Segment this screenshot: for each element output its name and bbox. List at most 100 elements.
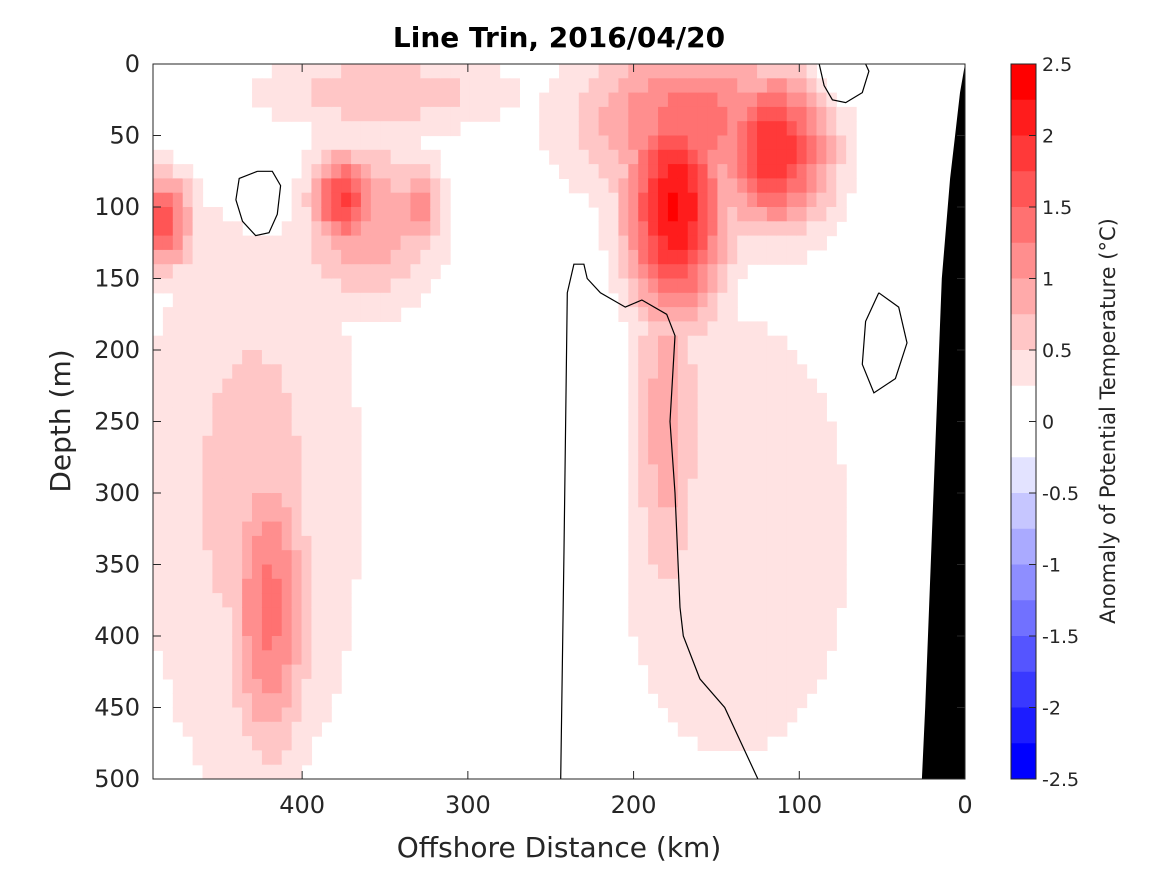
heat-cell — [301, 292, 313, 308]
zero-contour-line — [861, 292, 908, 394]
heat-cell — [301, 636, 313, 651]
heat-cell — [252, 607, 263, 623]
heat-cell — [776, 392, 788, 408]
heat-cell — [568, 178, 580, 194]
heat-cell — [153, 264, 164, 280]
heat-cell — [717, 450, 728, 465]
heat-cell — [301, 750, 313, 766]
heat-cell — [242, 264, 253, 280]
heat-cell — [786, 678, 798, 694]
heat-cell — [291, 593, 303, 608]
heat-cell — [182, 550, 194, 566]
heat-cell — [281, 664, 293, 680]
heat-cell — [351, 92, 362, 108]
heat-cell — [252, 736, 263, 751]
heat-cell — [697, 221, 709, 237]
colorbar-band — [1011, 600, 1036, 637]
heat-cell — [212, 364, 223, 380]
heat-cell — [786, 92, 798, 108]
heat-cell — [648, 435, 659, 451]
heat-cell — [727, 507, 738, 523]
heat-cell — [766, 721, 778, 737]
heat-cell — [351, 149, 362, 165]
heat-cell — [232, 764, 243, 779]
heat-cell — [162, 307, 174, 322]
heat-cell — [766, 607, 778, 623]
heat-cell — [806, 636, 818, 651]
heat-cell — [648, 607, 659, 623]
heat-cell — [202, 450, 214, 465]
heat-cell — [331, 607, 342, 623]
heat-cell — [816, 493, 827, 508]
heat-cell — [559, 135, 570, 151]
heat-cell — [291, 192, 303, 208]
heat-cell — [331, 106, 342, 122]
heat-cell — [291, 521, 303, 537]
heat-cell — [291, 407, 303, 423]
heat-cell — [766, 64, 778, 79]
heat-cell — [598, 192, 610, 208]
heat-cell — [202, 278, 214, 294]
heat-cell — [737, 636, 748, 651]
heat-cell — [747, 78, 758, 94]
heat-cell — [648, 178, 659, 194]
heat-cell — [677, 535, 689, 551]
heat-cell — [232, 750, 243, 766]
heat-cell — [212, 407, 223, 423]
heat-cell — [638, 450, 649, 465]
heat-cell — [242, 750, 253, 766]
heat-cell — [271, 92, 283, 108]
heat-cell — [628, 264, 639, 280]
heat-cell — [618, 264, 629, 280]
heat-cell — [331, 321, 342, 337]
heat-cell — [360, 235, 372, 251]
heat-cell — [242, 607, 253, 623]
heat-cell — [707, 364, 719, 380]
heat-cell — [568, 164, 580, 179]
heat-cell — [588, 64, 600, 79]
heat-cell — [766, 221, 778, 237]
heat-cell — [677, 407, 689, 423]
heat-cell — [648, 364, 659, 380]
heat-cell — [222, 664, 233, 680]
heat-cell — [212, 764, 223, 779]
heat-cell — [182, 650, 194, 666]
heat-cell — [568, 78, 580, 94]
heat-cell — [707, 78, 719, 94]
heat-cell — [628, 478, 639, 494]
heat-cell — [281, 292, 293, 308]
heat-cell — [212, 693, 223, 709]
heat-cell — [291, 478, 303, 494]
heat-cell — [776, 407, 788, 423]
heat-cell — [182, 564, 194, 580]
heat-cell — [539, 121, 550, 137]
heat-cell — [727, 435, 738, 451]
heat-cell — [826, 435, 837, 451]
heat-cell — [242, 235, 253, 251]
heat-cell — [687, 364, 699, 380]
heat-cell — [430, 149, 441, 165]
heat-cell — [242, 521, 253, 537]
heat-cell — [281, 678, 293, 694]
heat-cell — [182, 507, 194, 523]
heat-cell — [222, 693, 233, 709]
y-tick-label: 250 — [94, 408, 140, 436]
heat-cell — [796, 421, 808, 437]
colorbar-tick-label: 2 — [1042, 126, 1054, 148]
heat-cell — [638, 407, 649, 423]
heat-cell — [430, 207, 441, 222]
heat-cell — [499, 92, 511, 108]
heat-cell — [806, 464, 818, 480]
heat-cell — [172, 321, 184, 337]
heat-cell — [202, 364, 214, 380]
heat-cell — [757, 464, 768, 480]
heat-cell — [351, 278, 362, 294]
heat-cell — [331, 421, 342, 437]
heat-cell — [291, 378, 303, 394]
heat-cell — [360, 207, 372, 222]
heat-cell — [271, 249, 283, 265]
heat-cell — [351, 192, 362, 208]
heat-cell — [390, 249, 402, 265]
heat-cell — [667, 593, 679, 608]
heat-cell — [658, 578, 669, 594]
